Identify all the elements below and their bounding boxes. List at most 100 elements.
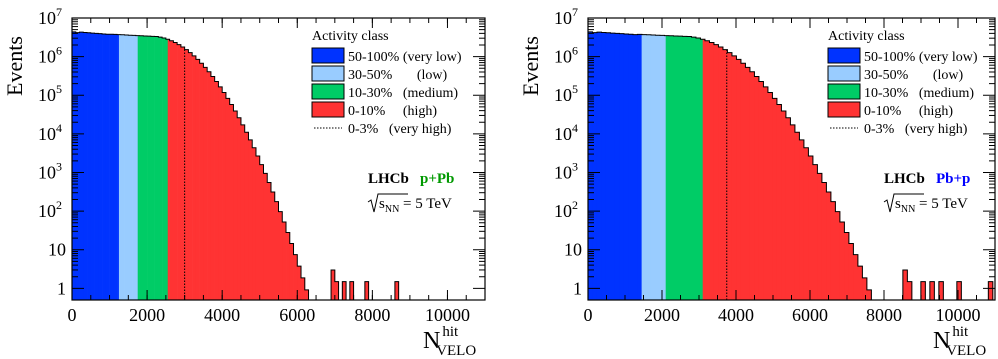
bar-high: [785, 117, 791, 300]
bar-high: [758, 81, 764, 300]
bar-high: [293, 254, 298, 300]
bar-very_low: [83, 32, 88, 300]
bar-high: [848, 243, 854, 300]
bar-high: [259, 164, 264, 300]
bar-high: [349, 281, 354, 300]
bar-high: [278, 211, 283, 300]
bar-high: [704, 40, 710, 300]
legend-label: 10-30% (medium): [348, 86, 458, 101]
y-axis-label: Events: [2, 36, 27, 96]
y-tick-label: 1: [57, 278, 66, 298]
bar-very_low: [628, 34, 634, 300]
bar-high: [342, 281, 347, 300]
bar-high: [394, 281, 399, 300]
energy-label: sNN = 5 TeV: [379, 196, 452, 215]
bar-high: [745, 67, 751, 300]
bar-high: [207, 71, 212, 300]
bar-high: [907, 281, 913, 300]
bar-very_low: [592, 32, 598, 300]
chart-panel-1: 0 2000 4000 6000 8000 10000 1 10 102 103 104 105 106…: [2, 5, 486, 359]
bar-very_low: [94, 33, 99, 300]
x-tick-label: 2000: [644, 305, 680, 325]
bar-very_low: [79, 32, 84, 300]
bar-high: [803, 147, 809, 300]
bar-high: [754, 76, 760, 300]
bar-high: [902, 269, 908, 300]
bar-high: [331, 269, 336, 300]
y-tick-label: 103: [554, 159, 578, 182]
bar-high: [364, 281, 369, 300]
bar-high: [304, 289, 309, 300]
bar-medium: [139, 35, 144, 300]
y-tick-label: 105: [554, 82, 578, 105]
bar-medium: [682, 36, 688, 300]
bar-high: [180, 46, 185, 300]
bar-high: [274, 201, 279, 300]
bar-low: [659, 35, 665, 300]
bar-high: [334, 281, 339, 300]
bar-medium: [162, 38, 167, 300]
bar-low: [664, 35, 666, 300]
bar-very_low: [75, 32, 80, 300]
legend-swatch-very_low: [827, 47, 861, 64]
bar-high: [222, 92, 227, 300]
y-tick-label: 104: [554, 121, 578, 144]
x-tick-label: 4000: [718, 305, 754, 325]
legend-label: 30-50% (low): [348, 68, 447, 83]
bar-high: [289, 243, 294, 300]
bar-high: [237, 117, 242, 300]
bar-very_low: [605, 32, 611, 300]
bar-high: [857, 266, 863, 300]
sqrt-sign: [367, 193, 408, 213]
legend-label: 50-100% (very low): [348, 50, 462, 65]
bar-high: [862, 277, 868, 300]
sqrt-sign: [883, 193, 924, 213]
bar-high: [167, 39, 170, 300]
bar-high: [772, 98, 778, 300]
bar-very_low: [117, 34, 120, 300]
bar-high: [790, 124, 796, 300]
bar-high: [263, 173, 268, 300]
x-tick-label: 8000: [354, 305, 390, 325]
bar-medium: [695, 38, 701, 300]
y-tick-label: 105: [38, 82, 62, 105]
legend-label: 0-10% (high): [864, 104, 953, 119]
bar-low: [641, 34, 647, 300]
bar-high: [812, 164, 818, 300]
bar-medium: [668, 35, 674, 300]
legend-label: 10-30% (medium): [864, 86, 974, 101]
bar-high: [776, 104, 782, 300]
bar-very_low: [588, 31, 593, 300]
bar-high: [229, 104, 234, 300]
bar-low: [135, 35, 139, 300]
bar-high: [853, 254, 859, 300]
legend-label: 30-50% (low): [864, 68, 963, 83]
bar-very_low: [619, 33, 625, 300]
bar-high: [709, 42, 715, 300]
bar-high: [826, 191, 832, 300]
bar-low: [128, 35, 133, 300]
bar-high: [767, 92, 773, 300]
bar-high: [267, 182, 272, 300]
bar-medium: [137, 35, 140, 300]
bar-high: [844, 232, 850, 300]
bar-high: [817, 173, 823, 300]
experiment-label: LHCb: [884, 171, 925, 187]
bar-high: [830, 201, 836, 300]
x-tick-label: 2000: [129, 305, 165, 325]
bar-high: [866, 289, 872, 300]
bar-very_low: [72, 31, 77, 300]
bar-medium: [665, 35, 670, 300]
bar-high: [821, 182, 827, 300]
histogram: [72, 31, 485, 300]
system-label: p+Pb: [420, 171, 454, 187]
bar-high: [282, 221, 287, 300]
x-tick-label: 0: [68, 305, 77, 325]
system-label: Pb+p: [936, 171, 970, 187]
bar-high: [203, 67, 208, 300]
bar-low: [132, 35, 137, 300]
bar-high: [199, 63, 204, 300]
experiment-label: LHCb: [368, 171, 409, 187]
bar-medium: [147, 36, 152, 300]
